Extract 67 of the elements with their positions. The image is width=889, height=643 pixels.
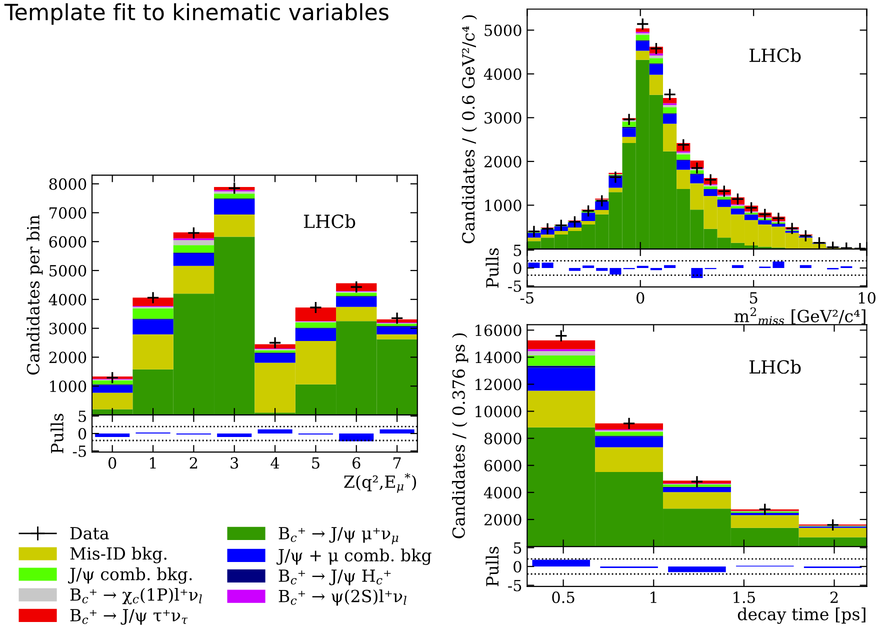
x-axis-title: m$^{2}$$_{miss}$ [GeV²/c⁴] xyxy=(734,307,866,325)
y-axis-title: Candidates / ( 0.6 GeV²/c⁴ ) xyxy=(462,15,478,244)
y-tick-label: 8000 xyxy=(484,432,522,444)
y-axis-title: Pulls xyxy=(486,248,499,288)
y-tick-label: 5 xyxy=(514,542,522,554)
y-axis-title: Candidates per bin xyxy=(26,215,43,375)
legend-label: J/ψ comb. bkg. xyxy=(68,567,192,584)
y-axis-title: Pulls xyxy=(50,414,64,454)
y-tick-label: 2000 xyxy=(49,352,86,364)
legend-label: B$_{c}$⁺ → J/ψ μ⁺ν$_{μ}$ xyxy=(278,527,398,544)
y-tick-label: 4000 xyxy=(484,68,522,80)
x-tick-label: 2 xyxy=(190,457,198,468)
y-tick-label: 5 xyxy=(78,410,86,422)
legend-label: Mis-ID bkg. xyxy=(70,546,166,564)
y-tick-label: -5 xyxy=(508,580,522,592)
x-tick-label: 1 xyxy=(150,457,156,468)
legend-label: B$_{c}$⁺ → ψ(2S)l⁺ν$_{l}$ xyxy=(278,589,406,606)
x-tick-label: 7 xyxy=(393,457,401,468)
x-tick-label: 0.5 xyxy=(552,592,574,604)
legend-label: B$_{c}$⁺ → J/ψ H$_{c}$⁺ xyxy=(278,570,391,586)
y-tick-label: -5 xyxy=(72,446,86,457)
y-tick-label: 5000 xyxy=(484,24,522,36)
y-axis-title: Candidates / ( 0.376 ps ) xyxy=(452,333,468,538)
y-tick-label: 16000 xyxy=(476,324,522,336)
y-tick-label: 5000 xyxy=(50,264,86,277)
y-tick-label: 0 xyxy=(514,262,522,274)
x-tick-label: 1.5 xyxy=(734,592,755,604)
y-tick-label: 1000 xyxy=(485,200,522,212)
x-tick-label: 10 xyxy=(858,292,876,304)
annotation: LHCb xyxy=(750,360,801,374)
legend-label: B$_{c}$⁺ → χ$_{c}$(1P)l⁺ν$_{l}$ xyxy=(70,588,202,604)
chart-title: Template fit to kinematic variables xyxy=(4,3,388,25)
x-tick-label: 4 xyxy=(270,457,280,468)
legend-label: B$_{c}$⁺ → J/ψ τ⁺ν$_{τ}$ xyxy=(70,609,188,625)
y-tick-label: 6000 xyxy=(49,236,86,248)
x-tick-label: 0 xyxy=(108,457,116,469)
y-tick-label: 3000 xyxy=(49,322,86,334)
y-tick-label: 3000 xyxy=(484,112,522,124)
x-axis-title: Z(q²,E$_{μ}$$^{*}$) xyxy=(344,473,416,493)
y-tick-label: 4000 xyxy=(48,294,86,306)
y-tick-label: 8000 xyxy=(49,178,86,190)
y-tick-label: 2000 xyxy=(484,514,522,526)
x-tick-label: 3 xyxy=(230,457,238,469)
x-tick-label: 5 xyxy=(312,457,320,469)
x-axis-title: decay time [ps] xyxy=(738,607,866,624)
y-tick-label: 5 xyxy=(514,244,522,256)
annotation: LHCb xyxy=(304,214,356,228)
x-tick-label: 1 xyxy=(650,592,656,603)
y-tick-label: 1000 xyxy=(50,380,86,392)
y-tick-label: 12000 xyxy=(476,378,522,390)
y-tick-label: 0 xyxy=(78,428,86,440)
y-tick-label: 4000 xyxy=(484,486,522,498)
annotation: LHCb xyxy=(750,48,801,62)
y-axis-title: Pulls xyxy=(486,546,499,586)
legend-label: Data xyxy=(70,527,109,540)
x-tick-label: 2 xyxy=(830,592,838,603)
y-tick-label: 10000 xyxy=(476,406,522,418)
y-tick-label: 6000 xyxy=(484,460,522,472)
y-tick-label: 2000 xyxy=(484,156,522,168)
y-tick-label: -5 xyxy=(508,280,522,292)
y-tick-label: 7000 xyxy=(50,207,86,219)
x-tick-label: 6 xyxy=(352,457,360,469)
y-tick-label: 0 xyxy=(514,560,522,573)
x-tick-label: 5 xyxy=(750,292,758,304)
legend-label: J/ψ + μ comb. bkg xyxy=(276,548,432,565)
y-tick-label: 14000 xyxy=(476,352,522,364)
x-tick-label: 0 xyxy=(636,292,644,304)
